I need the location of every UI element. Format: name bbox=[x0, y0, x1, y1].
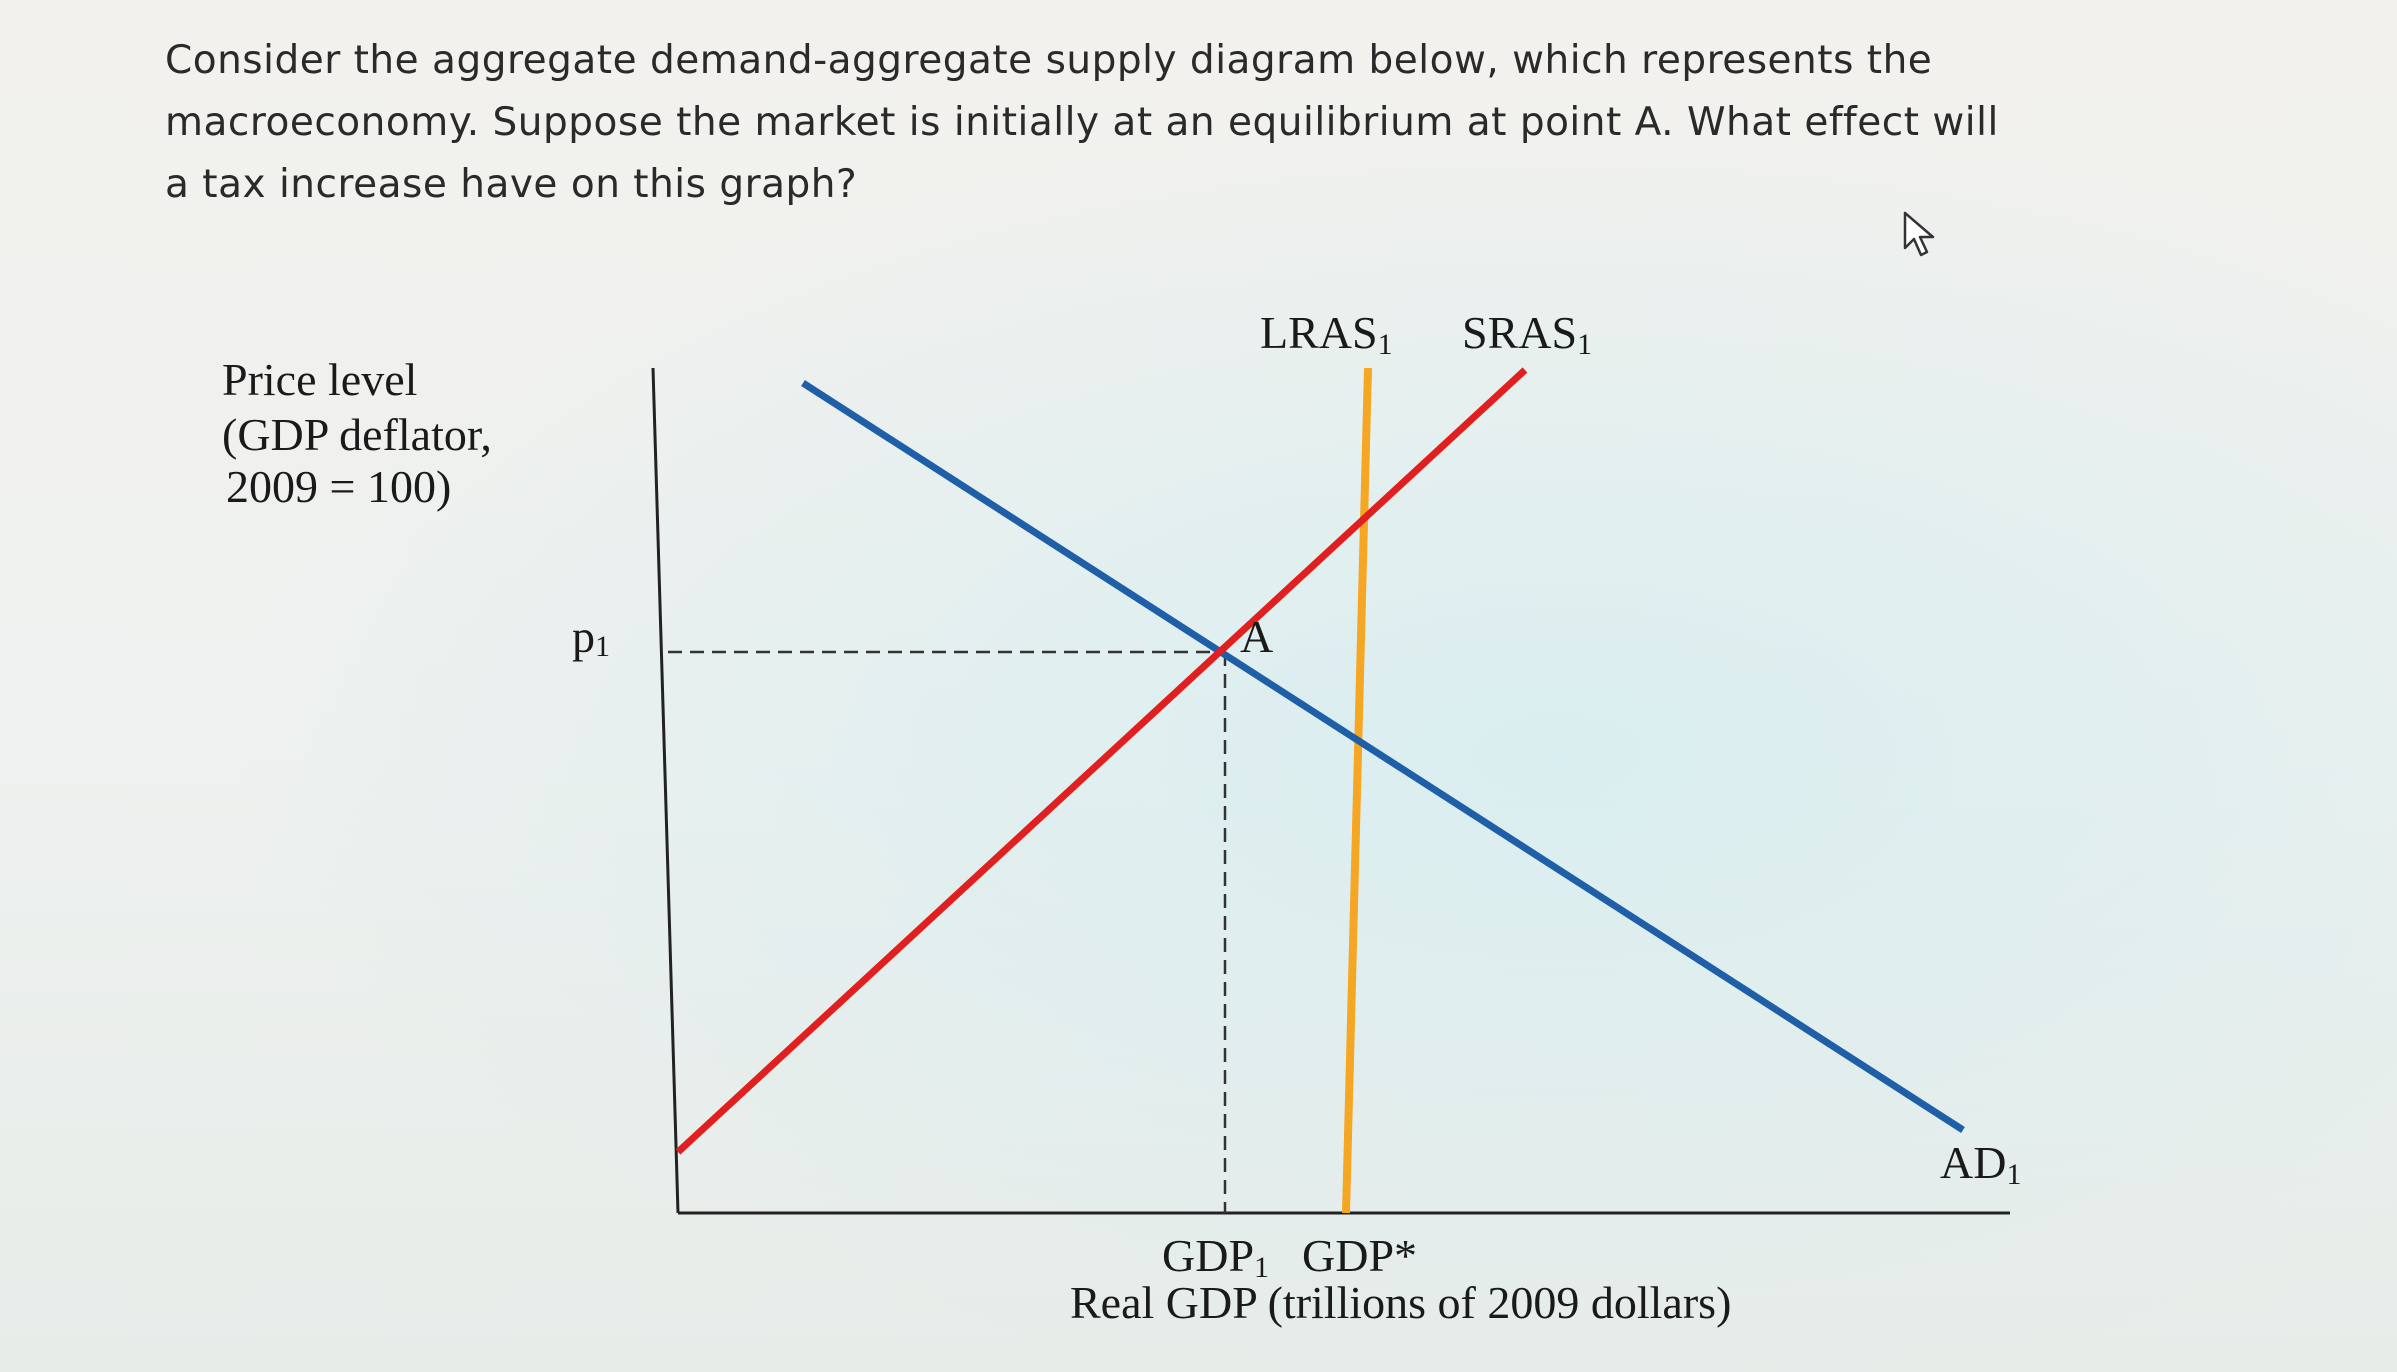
sras-curve bbox=[675, 367, 1528, 1155]
y-axis bbox=[651, 367, 680, 1214]
sras-label: SRAS1 bbox=[1462, 307, 1592, 361]
x-axis-label: Real GDP (trillions of 2009 dollars) bbox=[1070, 1277, 1731, 1328]
ad-curve bbox=[801, 380, 1965, 1133]
gdpstar-label: GDP* bbox=[1302, 1230, 1417, 1281]
pointer-cursor-icon bbox=[1903, 211, 1935, 257]
point-a-label: A bbox=[1240, 611, 1273, 662]
lras-curve bbox=[1342, 367, 1372, 1214]
question-line-2: macroeconomy. Suppose the market is init… bbox=[165, 100, 1999, 145]
y-axis-label-line-3: 2009 = 100) bbox=[226, 461, 451, 512]
ad-label: AD1 bbox=[1940, 1137, 2021, 1191]
lras-label: LRAS1 bbox=[1260, 307, 1393, 361]
p1-label: p1 bbox=[572, 611, 610, 663]
question-line-1: Consider the aggregate demand-aggregate … bbox=[165, 38, 1933, 83]
gdp1-label: GDP1 bbox=[1162, 1230, 1269, 1284]
question-text: Consider the aggregate demand-aggregate … bbox=[165, 30, 2165, 216]
y-axis-label-line-2: (GDP deflator, bbox=[222, 409, 492, 460]
question-line-3: a tax increase have on this graph? bbox=[165, 162, 858, 207]
y-axis-label-line-1: Price level bbox=[222, 354, 417, 405]
